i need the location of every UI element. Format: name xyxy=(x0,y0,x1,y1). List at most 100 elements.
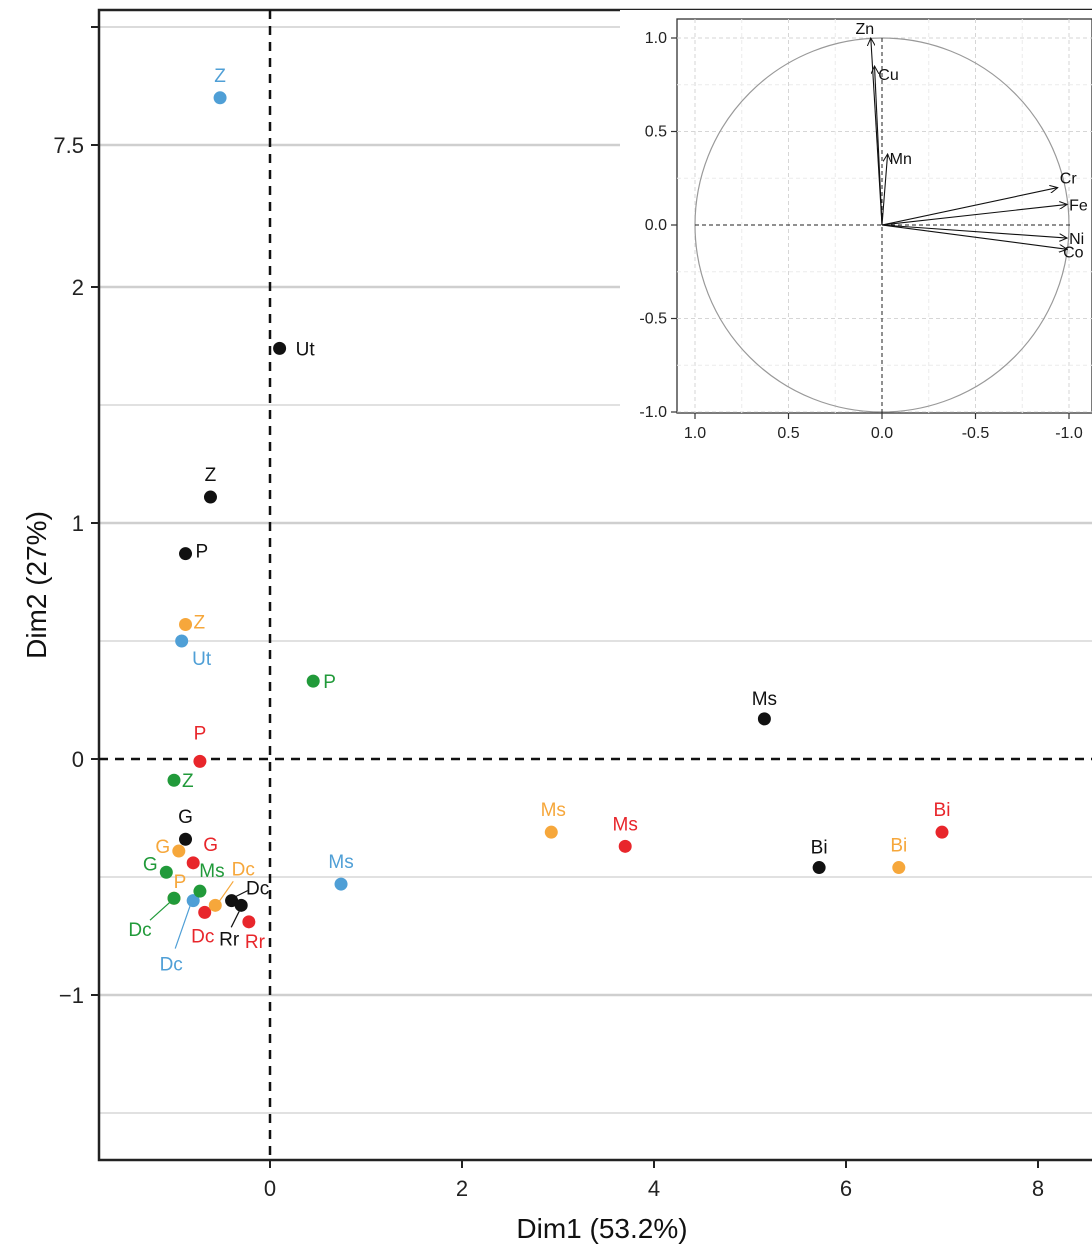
score-point xyxy=(172,844,186,858)
x-tick-label: 2 xyxy=(456,1176,468,1201)
label-leader-line xyxy=(149,901,171,921)
inset-y-tick-label: -1.0 xyxy=(639,404,667,421)
score-point-group: Ms xyxy=(328,852,354,891)
point-label: Rr xyxy=(245,932,266,953)
score-point xyxy=(193,754,207,768)
inset-y-tick-label: 0.0 xyxy=(645,217,667,234)
point-label: Dc xyxy=(232,859,255,880)
score-point-group: Bi xyxy=(811,838,828,875)
point-label: G xyxy=(203,835,218,856)
loading-label: Co xyxy=(1063,244,1084,261)
score-point-group: P xyxy=(179,542,208,563)
score-point-group: Dc xyxy=(225,879,269,908)
score-point xyxy=(186,856,200,870)
point-label: Ms xyxy=(541,800,566,821)
score-point-group: Z xyxy=(213,66,227,105)
point-label: Z xyxy=(194,612,206,633)
point-label: Dc xyxy=(128,920,151,941)
point-label: P xyxy=(196,542,209,563)
loading-arrow xyxy=(881,188,1058,226)
loading-vector: Co xyxy=(881,224,1084,261)
score-point-group: Ut xyxy=(175,634,212,670)
score-point-group: Ms xyxy=(613,814,638,853)
score-point xyxy=(208,898,222,912)
score-point-group: G xyxy=(186,835,218,870)
score-point xyxy=(213,91,227,105)
y-axis-title: Dim2 (27%) xyxy=(21,511,52,659)
x-tick-label: 6 xyxy=(840,1176,852,1201)
score-point-group: Ms xyxy=(541,800,566,839)
score-point-group: Ms xyxy=(193,861,225,898)
score-point xyxy=(334,877,348,891)
point-label: Ms xyxy=(328,852,353,873)
score-point xyxy=(167,773,181,787)
inset-gridlines xyxy=(677,19,1092,413)
y-tick-label: 1 xyxy=(72,511,84,536)
score-point-group: P xyxy=(306,672,336,693)
x-tick-label: 4 xyxy=(648,1176,660,1201)
loading-vector: Ni xyxy=(881,224,1084,248)
inset-x-tick-label: 0.5 xyxy=(777,425,799,442)
inset-frame xyxy=(676,18,1092,414)
inset-x-tick-label: -1.0 xyxy=(1055,425,1083,442)
score-point xyxy=(892,861,906,875)
score-point xyxy=(179,547,193,561)
score-point xyxy=(618,839,632,853)
score-point-group: Bi xyxy=(890,836,907,875)
loading-arrow xyxy=(881,154,888,226)
point-label: Ms xyxy=(613,814,638,835)
loading-vector: Mn xyxy=(881,151,912,226)
score-point xyxy=(186,894,200,908)
score-point-group: Z xyxy=(167,771,194,792)
score-point xyxy=(757,712,771,726)
loading-vector: Cr xyxy=(881,171,1078,226)
score-point-group: Ut xyxy=(273,339,315,360)
loading-arrow xyxy=(881,224,1067,238)
point-label: Z xyxy=(182,771,194,792)
point-label: Dc xyxy=(246,879,269,900)
score-point xyxy=(242,915,256,929)
main-gridlines xyxy=(99,26,1092,1114)
label-leader-line xyxy=(218,880,234,902)
inset-y-tick-label: -0.5 xyxy=(639,311,667,328)
score-point xyxy=(234,898,248,912)
score-point xyxy=(203,490,217,504)
label-leader-line xyxy=(174,905,191,949)
score-point-group: Bi xyxy=(934,800,951,839)
loading-label: Mn xyxy=(890,151,912,168)
score-point xyxy=(193,884,207,898)
score-point-group: Rr xyxy=(242,915,266,953)
point-label: P xyxy=(323,672,336,693)
score-point xyxy=(179,617,193,631)
y-tick-label: 2 xyxy=(72,275,84,300)
score-point-group: P xyxy=(193,723,207,768)
loading-label: Cu xyxy=(878,67,898,84)
x-tick-label: 8 xyxy=(1032,1176,1044,1201)
loading-vector: Fe xyxy=(881,197,1088,226)
x-tick-label: 0 xyxy=(264,1176,276,1201)
label-leader-line xyxy=(235,890,248,898)
inset-x-tick-label: 0.0 xyxy=(871,425,893,442)
loading-label: Cr xyxy=(1060,171,1078,188)
score-point xyxy=(167,891,181,905)
score-point-group: G xyxy=(155,837,186,858)
loading-vector: Cu xyxy=(875,66,899,226)
y-tick-label: −1 xyxy=(59,983,84,1008)
score-point-group: Dc xyxy=(128,891,181,941)
score-point xyxy=(544,825,558,839)
score-point-group: Dc xyxy=(191,905,214,947)
score-point xyxy=(306,674,320,688)
correlation-circle-inset: 1.0 0.5 0.0 -0.5 -1.0 1.0 0.5 0.0 -0.5 -1.0 Zn Cu M… xyxy=(620,10,1092,472)
loading-arrow xyxy=(881,204,1067,226)
inset-y-tick-label: 0.5 xyxy=(645,124,667,141)
score-point-group: Dc xyxy=(208,859,255,912)
point-label: Bi xyxy=(811,838,828,859)
score-point-group: G xyxy=(143,854,173,879)
point-label: G xyxy=(178,807,193,828)
point-label: G xyxy=(155,837,170,858)
loading-label: Zn xyxy=(855,21,874,38)
point-label: Z xyxy=(214,66,226,87)
point-label: Bi xyxy=(890,836,907,857)
point-label: Bi xyxy=(934,800,951,821)
